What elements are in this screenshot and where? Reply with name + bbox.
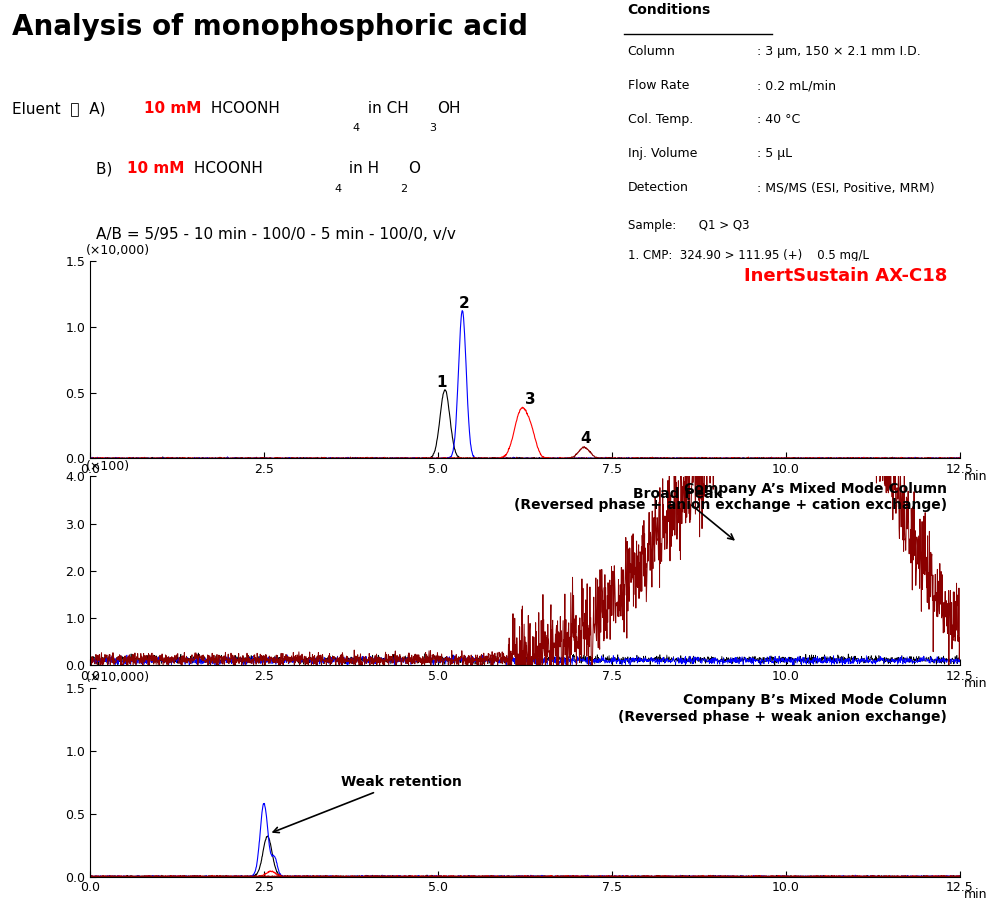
Text: min: min [964,677,988,690]
Text: min: min [964,888,988,899]
Text: Flow Rate: Flow Rate [628,79,689,93]
Text: 1. CMP:  324.90 > 111.95 (+)    0.5 mg/L: 1. CMP: 324.90 > 111.95 (+) 0.5 mg/L [628,249,869,263]
Text: : 3 μm, 150 × 2.1 mm I.D.: : 3 μm, 150 × 2.1 mm I.D. [757,45,921,58]
Text: : 0.2 mL/min: : 0.2 mL/min [757,79,836,93]
Text: : 40 °C: : 40 °C [757,113,800,126]
Text: Detection: Detection [628,182,688,194]
Text: 2. GMP:  364.90 > 153.00 (+)    0.5 mg/L: 2. GMP: 364.90 > 153.00 (+) 0.5 mg/L [628,283,869,296]
Text: (×10,000): (×10,000) [86,671,150,684]
Text: Company B’s Mixed Mode Column
(Reversed phase + weak anion exchange): Company B’s Mixed Mode Column (Reversed … [618,693,947,724]
Text: Column: Column [628,45,675,58]
Text: Weak retention: Weak retention [273,775,461,832]
Text: Company A’s Mixed Mode Column
(Reversed phase + anion exchange + cation exchange: Company A’s Mixed Mode Column (Reversed … [514,482,947,512]
Text: 3: 3 [429,123,436,133]
Text: 2: 2 [458,296,469,310]
Text: 4: 4 [580,432,591,446]
Text: 1: 1 [436,375,447,389]
Text: Col. Temp.: Col. Temp. [628,113,693,126]
Text: 4. AMP:  348.90 > 136.95 (+)    0.05 mg/L: 4. AMP: 348.90 > 136.95 (+) 0.05 mg/L [628,352,875,364]
Text: : 5 μL: : 5 μL [757,147,792,160]
Text: HCOONH: HCOONH [206,101,280,116]
Text: OH: OH [437,101,461,116]
Text: InertSustain AX-C18: InertSustain AX-C18 [744,267,947,285]
Text: : MS/MS (ESI, Positive, MRM): : MS/MS (ESI, Positive, MRM) [757,182,934,194]
Text: min: min [964,470,988,484]
Text: 2: 2 [400,183,407,194]
Text: 3: 3 [525,392,535,406]
Text: in CH: in CH [363,101,408,116]
Text: HCOONH: HCOONH [189,161,263,176]
Text: in H: in H [344,161,379,176]
Text: Analysis of monophosphoric acid: Analysis of monophosphoric acid [12,13,528,40]
Text: Inj. Volume: Inj. Volume [628,147,697,160]
Text: 3. UMP:  325.90 > 96.90 (+)     1.0 mg/L: 3. UMP: 325.90 > 96.90 (+) 1.0 mg/L [628,317,865,330]
Text: 10 mM: 10 mM [127,161,184,176]
Text: (×10,000): (×10,000) [86,244,150,257]
Text: Broad Peak: Broad Peak [633,486,734,539]
Text: 4: 4 [335,183,342,194]
Text: Eluent  ：  A): Eluent ： A) [12,101,111,116]
Text: A/B = 5/95 - 10 min - 100/0 - 5 min - 100/0, v/v: A/B = 5/95 - 10 min - 100/0 - 5 min - 10… [96,227,456,242]
Text: B): B) [96,161,117,176]
Text: Conditions: Conditions [628,3,711,16]
Text: O: O [408,161,420,176]
Text: 10 mM: 10 mM [144,101,201,116]
Text: (×100): (×100) [86,459,130,473]
Text: 4: 4 [352,123,359,133]
Text: Sample:      Q1 > Q3: Sample: Q1 > Q3 [628,219,749,232]
